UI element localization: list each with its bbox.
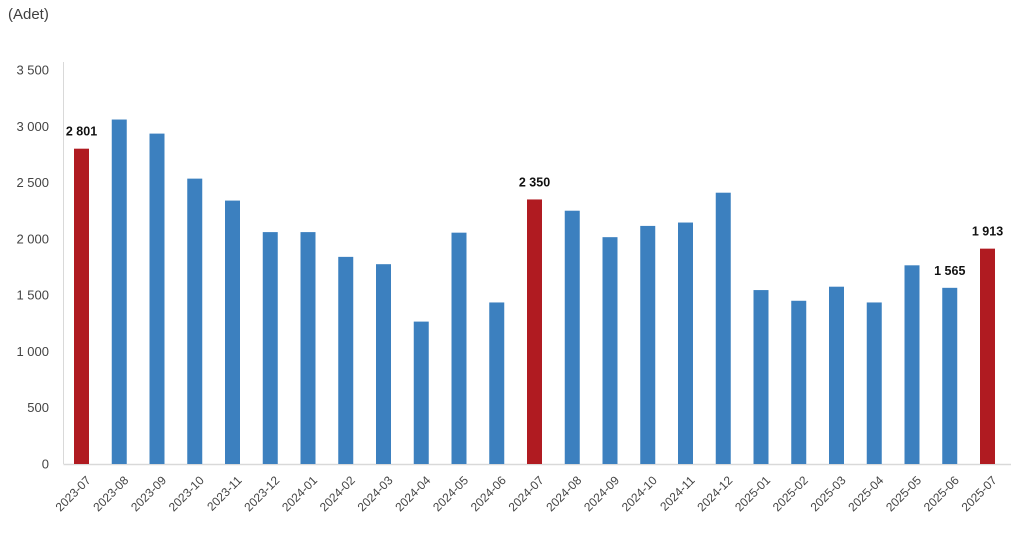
bar-2024-04 xyxy=(413,321,429,464)
x-tick-label-2024-12: 2024-12 xyxy=(694,473,735,514)
y-tick-label-3000: 3 000 xyxy=(16,119,49,134)
x-tick-label-2025-03: 2025-03 xyxy=(808,473,849,514)
x-tick-label-2024-05: 2024-05 xyxy=(430,473,471,514)
x-tick-label-2024-01: 2024-01 xyxy=(279,473,320,514)
bar-2024-10 xyxy=(640,225,656,464)
data-label-2024-07: 2 350 xyxy=(519,175,550,189)
x-tick-label-2023-08: 2023-08 xyxy=(90,473,131,514)
data-label-2023-07: 2 801 xyxy=(66,125,97,139)
x-tick-label-2024-11: 2024-11 xyxy=(657,473,698,514)
bar-2023-12 xyxy=(262,232,278,464)
bar-2024-09 xyxy=(602,237,618,464)
y-tick-label-2500: 2 500 xyxy=(16,175,49,190)
x-tick-label-2024-03: 2024-03 xyxy=(355,473,396,514)
bar-2024-07 xyxy=(527,199,542,464)
bar-2024-11 xyxy=(678,222,693,464)
x-tick-label-2024-04: 2024-04 xyxy=(392,473,433,514)
x-tick-label-2024-02: 2024-02 xyxy=(317,473,358,514)
bar-2024-03 xyxy=(376,264,391,464)
y-tick-label-1000: 1 000 xyxy=(16,344,49,359)
x-tick-label-2023-12: 2023-12 xyxy=(241,473,282,514)
bar-2024-12 xyxy=(715,192,731,464)
y-tick-label-0: 0 xyxy=(42,457,49,472)
y-tick-label-500: 500 xyxy=(27,400,49,415)
x-tick-label-2024-06: 2024-06 xyxy=(468,473,509,514)
bar-2024-05 xyxy=(451,232,467,464)
x-tick-label-2023-10: 2023-10 xyxy=(166,473,207,514)
bar-2023-08 xyxy=(111,119,127,464)
bar-2025-05 xyxy=(904,265,920,464)
y-axis-unit-label: (Adet) xyxy=(8,6,49,23)
bar-2024-08 xyxy=(564,210,580,464)
bar-2024-06 xyxy=(489,302,505,464)
bar-2025-04 xyxy=(866,302,882,464)
x-tick-label-2024-07: 2024-07 xyxy=(506,473,547,514)
x-tick-label-2024-08: 2024-08 xyxy=(543,473,584,514)
bar-2024-01 xyxy=(300,232,316,464)
y-tick-label-3500: 3 500 xyxy=(16,63,49,78)
x-tick-label-2025-04: 2025-04 xyxy=(845,473,886,514)
x-tick-label-2025-06: 2025-06 xyxy=(921,473,962,514)
bar-2023-07 xyxy=(74,148,89,464)
bar-2023-10 xyxy=(187,178,203,465)
bar-2023-11 xyxy=(225,200,240,464)
x-tick-label-2025-05: 2025-05 xyxy=(883,473,924,514)
x-tick-label-2025-01: 2025-01 xyxy=(732,473,773,514)
bar-2025-06 xyxy=(942,287,958,464)
bar-2025-07 xyxy=(980,248,995,464)
y-tick-label-1500: 1 500 xyxy=(16,288,49,303)
bar-2025-02 xyxy=(791,300,807,464)
bar-2025-01 xyxy=(753,290,769,464)
x-tick-label-2023-09: 2023-09 xyxy=(128,473,169,514)
data-label-2025-06: 1 565 xyxy=(934,264,965,278)
bar-2023-09 xyxy=(149,133,165,465)
x-tick-label-2024-09: 2024-09 xyxy=(581,473,622,514)
data-label-2025-07: 1 913 xyxy=(972,225,1003,239)
y-tick-label-2000: 2 000 xyxy=(16,231,49,246)
x-tick-label-2024-10: 2024-10 xyxy=(619,473,660,514)
plot-area: 0 500 1 000 1 500 2 000 2 500 3 000 3 500 2023-0… xyxy=(16,62,1011,514)
x-tick-label-2023-07: 2023-07 xyxy=(53,473,94,514)
bar-2025-03 xyxy=(829,286,844,464)
bar-2024-02 xyxy=(338,256,354,464)
x-tick-label-2025-07: 2025-07 xyxy=(959,473,1000,514)
x-tick-label-2023-11: 2023-11 xyxy=(204,473,245,514)
x-tick-label-2025-02: 2025-02 xyxy=(770,473,811,514)
